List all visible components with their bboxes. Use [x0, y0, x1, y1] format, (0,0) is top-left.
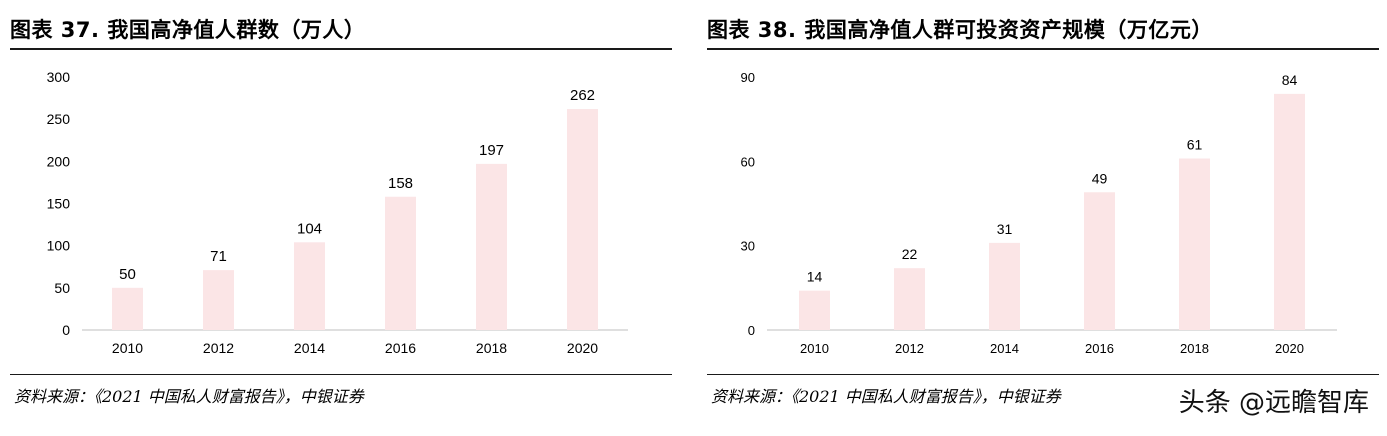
x-tick-label: 2016 [385, 340, 416, 356]
x-tick-label: 2014 [294, 340, 325, 356]
title-rule [707, 48, 1379, 50]
figure-title: 图表 37. 我国高净值人群数（万人） [10, 18, 366, 42]
figure-37: 图表 37. 我国高净值人群数（万人） 0 50 100 150 200 250 300 50… [0, 0, 680, 436]
data-label: 84 [1282, 72, 1298, 88]
y-tick-label: 30 [741, 239, 755, 254]
x-tick-label: 2018 [476, 340, 507, 356]
x-tick-label: 2012 [895, 341, 924, 356]
bar [1084, 192, 1115, 330]
chart-hnwi-count: 0 50 100 150 200 250 300 50 2010 71 2012 104 2014 158… [47, 69, 628, 356]
data-label: 197 [479, 142, 504, 159]
watermark: 头条 @远瞻智库 [1172, 382, 1375, 419]
data-label: 49 [1092, 170, 1108, 186]
x-tick-label: 2020 [567, 340, 598, 356]
y-tick-label: 200 [47, 153, 71, 169]
y-tick-label: 0 [62, 322, 70, 338]
bar [385, 196, 416, 330]
y-tick-label: 0 [748, 323, 755, 338]
bar [799, 290, 830, 330]
chart-hnwi-assets: 0 30 60 90 14 2010 22 2012 31 2014 49 2016 61 2018 84 2… [741, 70, 1337, 356]
data-label: 104 [297, 220, 322, 237]
bar [476, 163, 507, 330]
title-rule [10, 48, 672, 50]
bar [567, 109, 598, 330]
bar [989, 242, 1020, 330]
figure-title: 图表 38. 我国高净值人群可投资资产规模（万亿元） [707, 18, 1213, 42]
data-label: 71 [210, 248, 227, 265]
x-tick-label: 2010 [112, 340, 143, 356]
figure-38: 图表 38. 我国高净值人群可投资资产规模（万亿元） 0 30 60 90 14 2010… [697, 0, 1387, 436]
bar [203, 270, 234, 330]
bar [894, 268, 925, 330]
x-tick-label: 2016 [1085, 341, 1114, 356]
source-note: 资料来源：《2021 中国私人财富报告》，中银证券 [14, 387, 364, 406]
y-tick-label: 150 [47, 196, 71, 212]
x-tick-label: 2012 [203, 340, 234, 356]
bar [294, 242, 325, 330]
x-tick-label: 2010 [800, 341, 829, 356]
data-label: 61 [1187, 137, 1203, 153]
data-label: 262 [570, 87, 595, 104]
x-tick-label: 2020 [1275, 341, 1304, 356]
y-tick-label: 60 [741, 154, 755, 169]
y-tick-label: 50 [54, 280, 70, 296]
y-tick-label: 100 [47, 238, 71, 254]
x-tick-label: 2014 [990, 341, 1019, 356]
data-label: 158 [388, 175, 413, 192]
source-rule [10, 374, 672, 375]
data-label: 14 [807, 269, 823, 285]
data-label: 22 [902, 246, 918, 262]
y-tick-label: 250 [47, 111, 71, 127]
source-note: 资料来源：《2021 中国私人财富报告》，中银证券 [711, 387, 1061, 406]
x-tick-label: 2018 [1180, 341, 1209, 356]
source-rule [707, 374, 1379, 375]
bar [1179, 158, 1210, 330]
data-label: 50 [119, 266, 136, 283]
data-label: 31 [997, 221, 1013, 237]
bar [1274, 93, 1305, 330]
y-tick-label: 300 [47, 69, 71, 85]
bar [112, 287, 143, 330]
y-tick-label: 90 [741, 70, 755, 85]
